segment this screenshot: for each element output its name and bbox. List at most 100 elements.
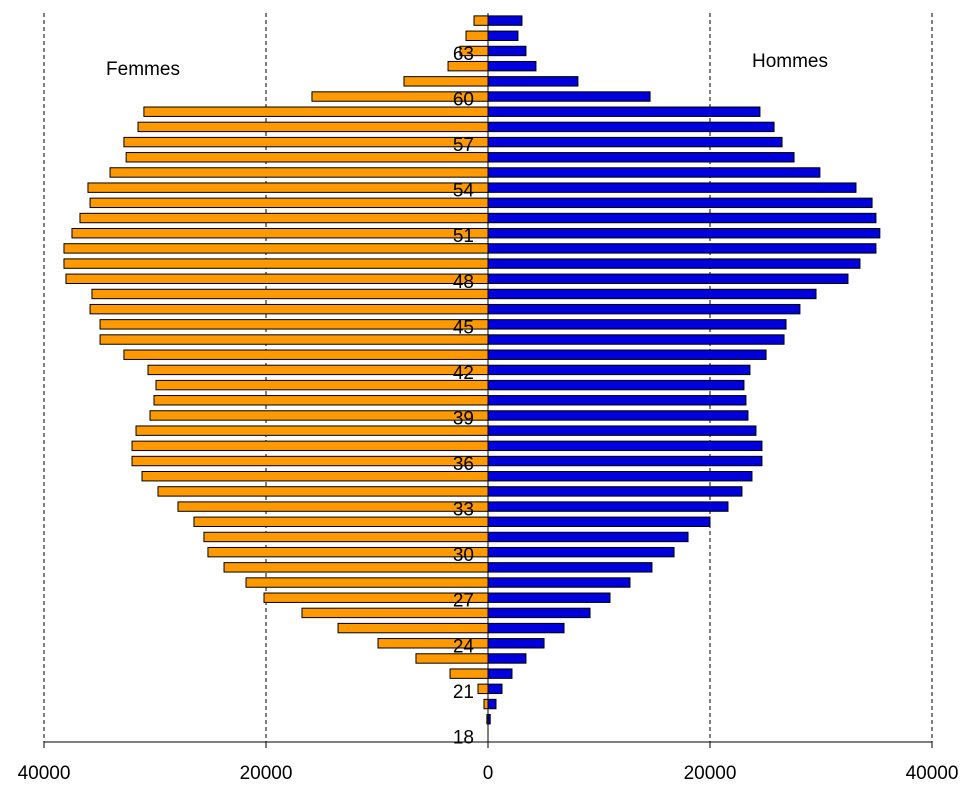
y-tick-label: 24 [453, 636, 475, 657]
x-tick-label: 40000 [18, 763, 71, 784]
bar [487, 577, 631, 588]
bar [487, 622, 565, 634]
bar [131, 455, 489, 467]
bar [483, 698, 489, 710]
bar [487, 212, 877, 224]
bar [487, 516, 711, 527]
bar [403, 76, 489, 87]
bar [487, 288, 817, 300]
bar [63, 258, 489, 269]
y-tick-label: 54 [453, 181, 475, 202]
bar [487, 501, 729, 512]
y-tick-label: 21 [453, 682, 474, 703]
bar [487, 638, 545, 649]
bar [487, 486, 743, 497]
y-tick-label: 27 [453, 591, 474, 612]
bar [487, 258, 861, 269]
bar [487, 121, 775, 133]
bar [487, 410, 749, 421]
bar [487, 440, 763, 452]
y-tick-label: 30 [453, 545, 474, 566]
bar [487, 303, 801, 315]
x-tick-label: 0 [483, 763, 494, 784]
bar [487, 349, 767, 360]
bar [487, 273, 849, 284]
bar [487, 668, 513, 679]
bar [123, 349, 489, 360]
y-tick-label: 18 [453, 727, 474, 748]
bar [487, 91, 651, 102]
bar [487, 152, 795, 163]
bar [141, 471, 489, 482]
bar [487, 425, 757, 436]
bar [89, 303, 489, 315]
bar [337, 622, 489, 634]
bar [487, 455, 763, 467]
bar [149, 410, 489, 421]
legend-label: Hommes [752, 51, 828, 72]
bar [487, 30, 519, 41]
bar [147, 364, 489, 376]
bar [153, 395, 489, 406]
bar [487, 167, 821, 178]
bar [177, 501, 489, 512]
bar [487, 546, 675, 558]
bar [477, 683, 489, 695]
bar [487, 182, 857, 193]
y-tick-label: 57 [453, 135, 474, 156]
bar [487, 106, 761, 117]
bar [487, 531, 689, 543]
y-tick-label: 60 [453, 90, 474, 111]
y-tick-label: 51 [453, 226, 474, 247]
x-tick-label: 40000 [906, 763, 959, 784]
bar [487, 76, 579, 87]
bar [487, 471, 753, 482]
bar [487, 60, 537, 72]
bar [487, 698, 497, 710]
x-tick-label: 20000 [684, 763, 737, 784]
bar [487, 197, 873, 209]
bar [131, 440, 489, 452]
bar [487, 15, 523, 26]
bar [89, 197, 489, 209]
bar [71, 228, 489, 239]
bar [91, 288, 489, 300]
bar [449, 668, 489, 679]
bar [487, 136, 783, 148]
bar [487, 228, 881, 239]
bar [487, 319, 787, 330]
y-tick-label: 63 [453, 44, 474, 65]
y-tick-label: 45 [453, 317, 474, 338]
bar [487, 562, 653, 573]
bar [155, 379, 489, 391]
bar [157, 486, 489, 497]
bar [109, 167, 489, 178]
bar [137, 121, 489, 133]
y-tick-label: 33 [453, 500, 474, 521]
bar [99, 319, 489, 330]
bar [487, 334, 785, 345]
bar [143, 106, 489, 117]
bar [245, 577, 489, 588]
y-tick-label: 48 [453, 272, 474, 293]
bar [125, 152, 489, 163]
bar [487, 653, 527, 664]
bar [193, 516, 489, 527]
bar [487, 45, 527, 57]
x-tick-label: 20000 [240, 763, 293, 784]
bar [487, 683, 503, 695]
y-tick-label: 42 [453, 363, 474, 384]
bar [487, 243, 877, 254]
bar [65, 273, 489, 284]
bar [207, 546, 489, 558]
bar [487, 379, 745, 391]
bar [203, 531, 489, 543]
bar [487, 607, 591, 619]
bar [135, 425, 489, 436]
y-tick-label: 39 [453, 408, 474, 429]
bar [465, 30, 489, 41]
bar [63, 243, 489, 254]
bar [473, 15, 489, 26]
bar [123, 136, 489, 148]
bar [487, 592, 611, 603]
